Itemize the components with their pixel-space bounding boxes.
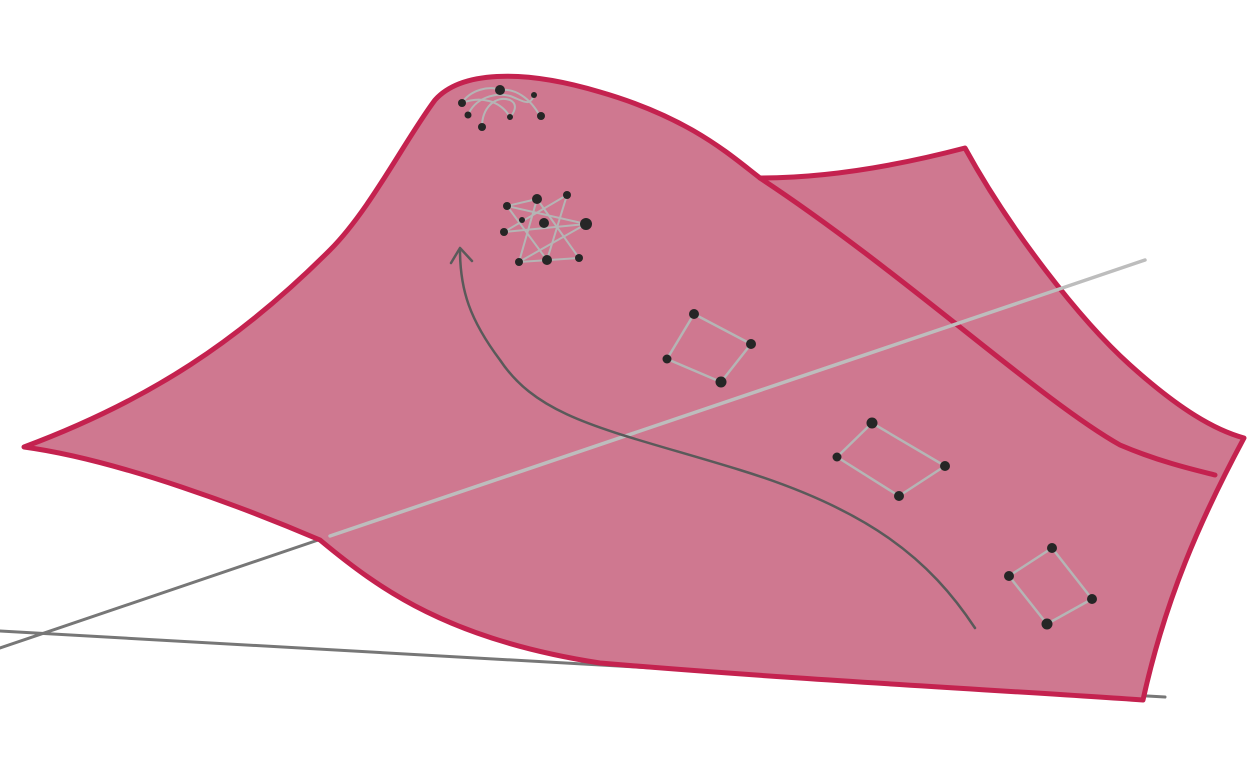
graph-node bbox=[464, 111, 472, 119]
graph-peak bbox=[458, 85, 545, 131]
graph-node bbox=[746, 339, 756, 349]
graph-quad-1-nodes bbox=[662, 309, 756, 388]
graph-node bbox=[500, 228, 508, 236]
graph-lattice-nodes bbox=[500, 191, 592, 266]
graph-peak-nodes bbox=[458, 85, 545, 131]
graph-node bbox=[689, 309, 699, 319]
graph-node bbox=[715, 376, 727, 388]
upper-axis-segment bbox=[328, 258, 1147, 538]
graph-node bbox=[515, 258, 523, 266]
graph-quad-2-nodes bbox=[832, 417, 950, 501]
trajectory-arrow bbox=[449, 246, 977, 630]
graph-quad-3 bbox=[1004, 543, 1097, 630]
graph-edge bbox=[481, 97, 516, 128]
graph-lattice bbox=[500, 191, 592, 266]
graph-node bbox=[478, 123, 486, 131]
graph-node bbox=[1087, 594, 1097, 604]
landscape-surface bbox=[21, 73, 1247, 703]
arrowhead-icon bbox=[449, 246, 474, 265]
trajectory-path bbox=[458, 248, 977, 630]
graph-edge bbox=[518, 198, 538, 263]
graph-node bbox=[940, 461, 950, 471]
graph-node bbox=[532, 194, 542, 204]
depth-axis bbox=[0, 534, 332, 650]
graph-edge bbox=[461, 98, 511, 118]
graph-lattice-edges bbox=[503, 194, 587, 263]
graph-node bbox=[503, 202, 511, 210]
graph-quad-2 bbox=[832, 417, 950, 501]
graph-node bbox=[894, 491, 904, 501]
graph-node bbox=[1004, 571, 1014, 581]
graph-edge bbox=[518, 223, 587, 263]
graph-node bbox=[832, 452, 842, 462]
graph-node bbox=[575, 254, 583, 262]
graph-node bbox=[519, 217, 525, 223]
graph-node bbox=[537, 112, 545, 120]
graph-node bbox=[542, 255, 552, 265]
graph-node bbox=[507, 114, 513, 120]
graph-node bbox=[563, 191, 571, 199]
graph-node bbox=[866, 417, 878, 429]
graph-node bbox=[1047, 543, 1057, 553]
graph-edge bbox=[503, 194, 568, 233]
graph-edge bbox=[467, 93, 535, 116]
graph-node bbox=[531, 92, 537, 98]
graph-node bbox=[1041, 618, 1053, 630]
graph-node bbox=[539, 218, 549, 228]
graph-node bbox=[458, 99, 466, 107]
graph-edge bbox=[506, 198, 538, 207]
graph-node bbox=[495, 85, 505, 95]
graph-quad-1 bbox=[662, 309, 756, 388]
surface-ridge bbox=[757, 175, 1218, 478]
graph-edge bbox=[503, 223, 587, 233]
graph-quad-3-nodes bbox=[1004, 543, 1097, 630]
graph-node bbox=[662, 354, 672, 364]
graph-node bbox=[580, 218, 592, 230]
graph-edge bbox=[506, 205, 587, 225]
